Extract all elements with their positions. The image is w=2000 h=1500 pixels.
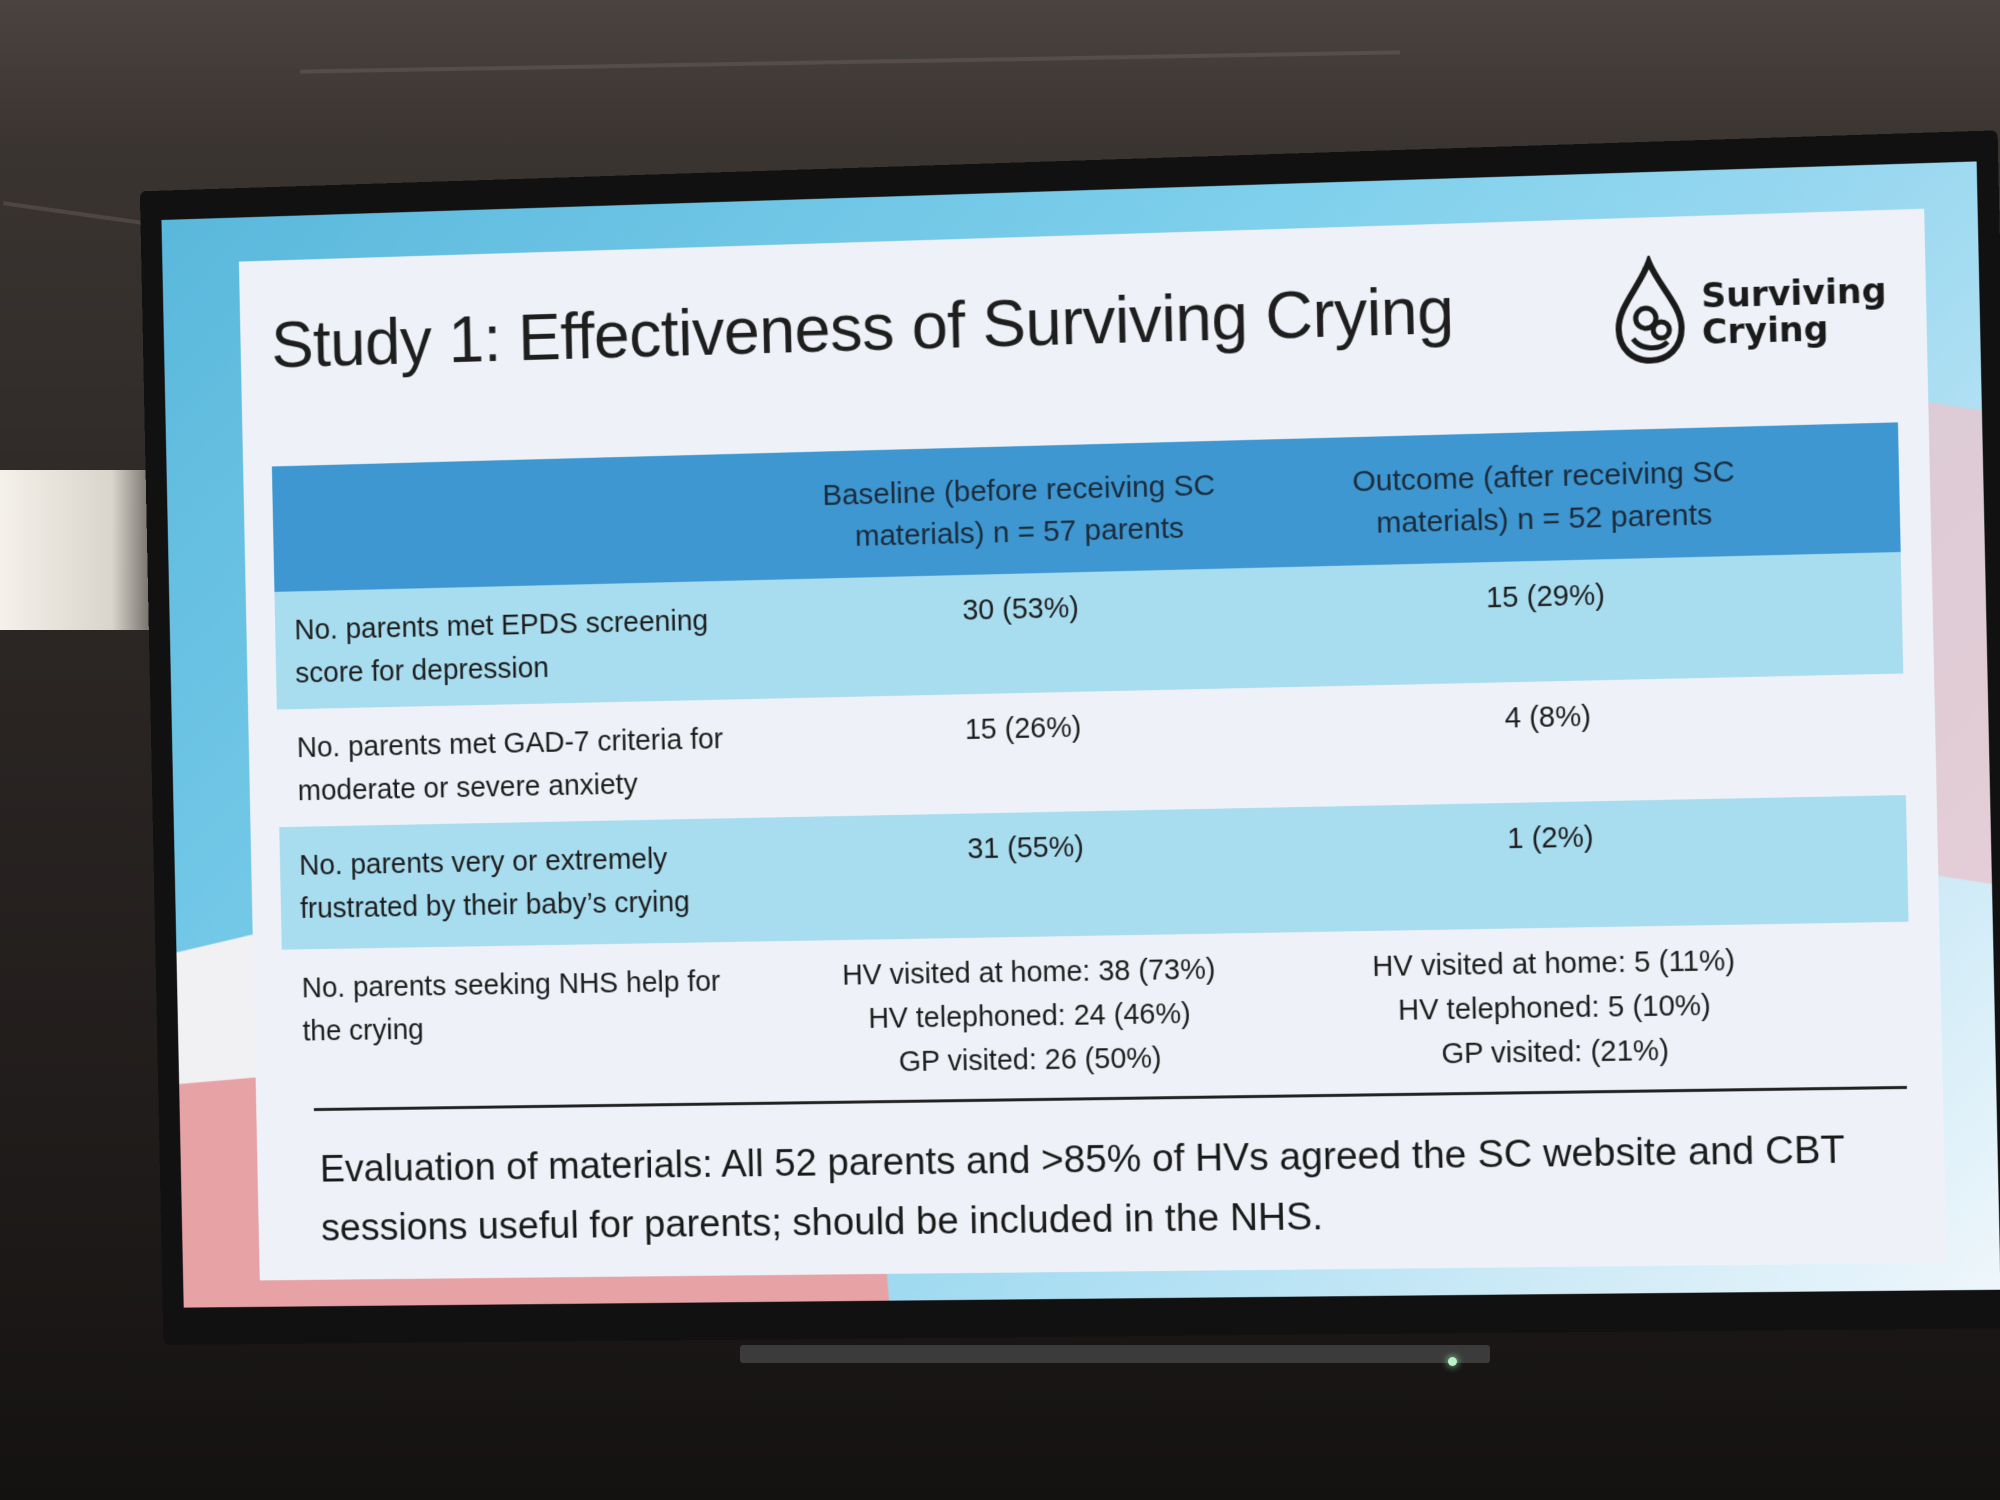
outcome-value: HV visited at home: 5 (11%) HV telephone… (1311, 938, 1799, 1078)
row-label: No. parents very or extremely frustrated… (299, 835, 766, 930)
outcome-value: 1 (2%) (1309, 811, 1795, 864)
window-light (0, 470, 160, 630)
baseline-value: 30 (53%) (784, 582, 1260, 637)
outcome-value: 15 (29%) (1304, 569, 1790, 625)
logo-line-2: Crying (1702, 309, 1888, 351)
baseline-line: HV visited at home: 38 (73%) (791, 947, 1267, 999)
power-led (1448, 1357, 1457, 1366)
header-baseline: Baseline (before receiving SC materials)… (781, 464, 1258, 560)
outcome-line: GP visited: (21%) (1313, 1027, 1799, 1078)
row-label: No. parents seeking NHS help for the cry… (301, 959, 768, 1053)
row-label: No. parents met EPDS screening score for… (294, 598, 761, 696)
baseline-line: HV telephoned: 24 (46%) (792, 991, 1268, 1042)
ceiling-tile-edge (300, 50, 1400, 73)
row-label: No. parents met GAD-7 criteria for moder… (296, 717, 763, 813)
logo-line-1: Surviving (1701, 273, 1887, 315)
slide-content-card: Study 1: Effectiveness of Surviving Cryi… (239, 209, 1947, 1281)
baseline-value: 31 (55%) (789, 822, 1265, 875)
results-table: Baseline (before receiving SC materials)… (272, 422, 1912, 1116)
slide-title: Study 1: Effectiveness of Surviving Cryi… (271, 272, 1455, 382)
evaluation-note: Evaluation of materials: All 52 parents … (319, 1119, 1910, 1258)
table-row: No. parents seeking NHS help for the cry… (282, 922, 1912, 1117)
surviving-crying-logo: Surviving Crying (1609, 249, 1876, 368)
outcome-line: HV telephoned: 5 (10%) (1312, 982, 1798, 1034)
logo-wordmark: Surviving Crying (1701, 273, 1888, 351)
monitor-stand-bar (740, 1345, 1490, 1363)
outcome-line: HV visited at home: 5 (11%) (1311, 938, 1797, 990)
header-outcome: Outcome (after receiving SC materials) n… (1301, 450, 1788, 547)
droplet-baby-icon (1609, 254, 1690, 367)
outcome-value: 4 (8%) (1306, 690, 1792, 745)
slide: Study 1: Effectiveness of Surviving Cryi… (161, 161, 2000, 1307)
baseline-value: 15 (26%) (786, 702, 1262, 756)
monitor: Study 1: Effectiveness of Surviving Cryi… (140, 130, 2000, 1345)
baseline-line: GP visited: 26 (50%) (793, 1035, 1269, 1086)
baseline-value: HV visited at home: 38 (73%) HV telephon… (791, 947, 1269, 1086)
